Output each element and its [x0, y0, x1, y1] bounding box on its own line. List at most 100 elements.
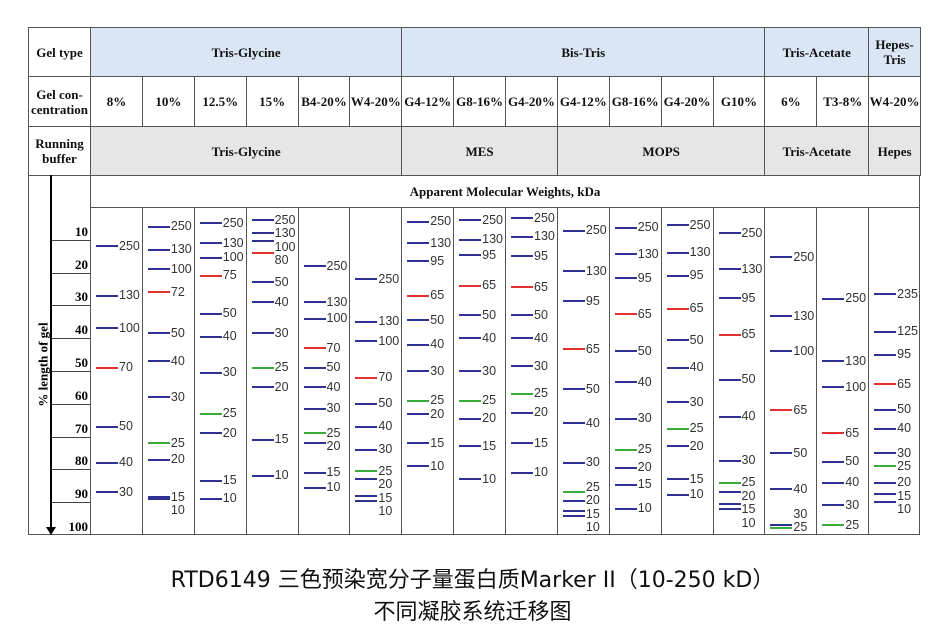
marker-band	[770, 452, 793, 454]
band-label: 20	[897, 475, 912, 490]
band-label: 50	[119, 419, 133, 434]
band-label: 50	[534, 307, 548, 322]
marker-band	[822, 297, 845, 300]
band-label: 130	[845, 353, 867, 368]
band-label: 10	[274, 468, 289, 483]
band-label: 130	[637, 246, 659, 261]
marker-band	[251, 332, 274, 335]
axis-tick	[52, 305, 90, 307]
band-label: 25	[793, 520, 808, 534]
band-label: 250	[585, 223, 607, 238]
axis-tick-label: 20	[75, 256, 88, 272]
marker-band	[199, 274, 222, 277]
marker-band	[718, 507, 741, 510]
band-label: 250	[482, 212, 503, 227]
band-label: 15	[534, 435, 548, 450]
band-label: 25	[378, 463, 393, 478]
marker-band	[822, 524, 845, 527]
band-label: 130	[585, 263, 607, 278]
marker-band	[303, 386, 326, 389]
marker-band	[718, 333, 741, 336]
band-label: 30	[222, 365, 237, 380]
marker-band	[666, 224, 689, 227]
marker-band	[666, 274, 689, 277]
band-label: 30	[637, 411, 652, 426]
band-label: 95	[741, 290, 756, 305]
band-label: 50	[378, 396, 393, 411]
axis-tick	[52, 239, 90, 241]
band-label: 30	[845, 497, 860, 512]
band-label: 30	[689, 394, 704, 409]
gel-concentration: 15%	[245, 76, 299, 127]
axis-tick-label: 100	[68, 519, 89, 534]
marker-band	[770, 524, 793, 527]
band-label: 100	[222, 250, 244, 265]
marker-band	[822, 504, 845, 507]
marker-band	[251, 232, 274, 235]
marker-band	[355, 494, 378, 497]
gel-type-header: Gel type	[28, 27, 91, 77]
marker-band	[147, 248, 170, 251]
marker-band	[874, 353, 897, 356]
marker-band	[147, 332, 170, 335]
band-label: 10	[741, 515, 756, 530]
band-label: 40	[430, 337, 445, 352]
running-buffer-2: MOPS	[556, 126, 766, 176]
band-label: 130	[534, 229, 555, 244]
marker-band	[718, 297, 741, 300]
marker-band	[303, 317, 326, 320]
axis-tick	[52, 502, 90, 504]
axis-tick-label: 50	[75, 355, 88, 370]
marker-band	[96, 327, 118, 330]
band-label: 10	[637, 501, 652, 516]
band-label: 50	[170, 325, 185, 340]
gel-concentration: G4-12%	[401, 76, 455, 127]
band-label: 50	[222, 306, 237, 321]
marker-band	[822, 481, 845, 484]
marker-band	[822, 386, 845, 389]
marker-band	[562, 348, 585, 351]
band-label: 250	[637, 220, 659, 235]
marker-band	[147, 396, 170, 399]
marker-band	[355, 499, 378, 502]
marker-band	[147, 497, 170, 500]
caption-subtitle: 不同凝胶系统迁移图	[373, 600, 572, 625]
marker-band	[199, 497, 222, 500]
marker-band	[614, 507, 637, 510]
gel-concentration: W4-20%	[868, 76, 921, 127]
axis-tick-label: 80	[75, 453, 88, 469]
marker-band	[459, 417, 482, 420]
axis-label: % length of gel	[35, 322, 51, 407]
band-label: 70	[119, 360, 133, 375]
band-label: 25	[585, 479, 600, 494]
marker-band	[666, 401, 689, 404]
marker-band	[199, 312, 222, 315]
marker-band	[511, 442, 533, 445]
band-label: 10	[534, 465, 548, 480]
marker-band	[874, 481, 897, 484]
marker-band	[874, 452, 897, 454]
axis-tick-label: 40	[75, 322, 88, 338]
lane-divider	[453, 207, 455, 535]
band-label: 130	[430, 235, 452, 250]
band-label: 25	[274, 360, 289, 375]
band-label: 50	[637, 343, 652, 358]
marker-band	[199, 222, 222, 225]
marker-band	[96, 461, 118, 464]
marker-band	[666, 493, 689, 496]
band-label: 250	[534, 210, 555, 225]
marker-band	[874, 408, 897, 411]
band-label: 95	[897, 347, 912, 362]
marker-band	[511, 337, 533, 340]
marker-band	[251, 251, 274, 254]
marker-band	[407, 294, 430, 297]
band-label: 40	[897, 421, 912, 436]
marker-band	[355, 470, 378, 473]
band-label: 15	[741, 502, 756, 517]
marker-band	[407, 220, 430, 223]
band-label: 25	[170, 435, 185, 450]
lane-divider	[660, 207, 662, 535]
band-label: 95	[482, 247, 497, 262]
band-label: 100	[845, 379, 867, 394]
band-label: 235	[897, 286, 918, 301]
